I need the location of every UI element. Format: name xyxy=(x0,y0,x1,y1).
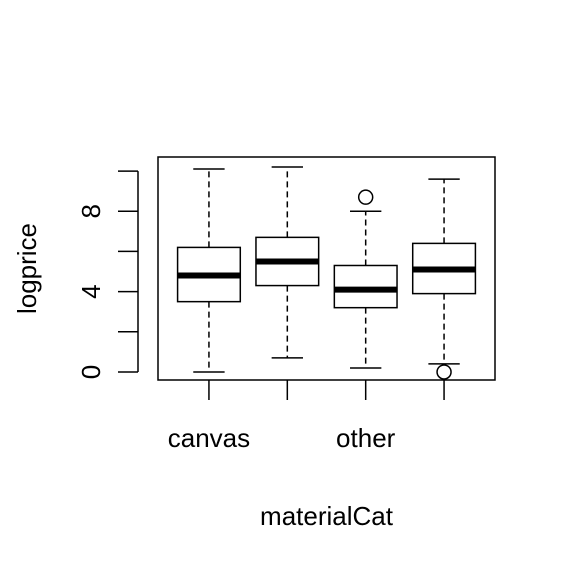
box-group xyxy=(411,178,477,380)
plot-frame xyxy=(157,156,496,381)
y-tick-label: 0 xyxy=(76,365,106,379)
y-tick-label: 8 xyxy=(76,204,106,218)
y-tick-label: 4 xyxy=(76,284,106,298)
boxes-layer xyxy=(176,166,477,380)
outlier-point xyxy=(436,364,452,380)
x-axis-label: materialCat xyxy=(260,501,394,531)
x-axis: canvas other xyxy=(168,380,445,453)
y-axis-label: logprice xyxy=(12,223,42,314)
outlier-point xyxy=(357,189,374,205)
box-group xyxy=(255,166,320,359)
x-tick-label: other xyxy=(336,423,396,453)
box-group xyxy=(176,168,242,373)
iqr-box xyxy=(333,264,398,309)
y-axis: 0 4 8 xyxy=(76,170,139,379)
box-group xyxy=(333,189,398,369)
x-tick-label: canvas xyxy=(168,423,250,453)
